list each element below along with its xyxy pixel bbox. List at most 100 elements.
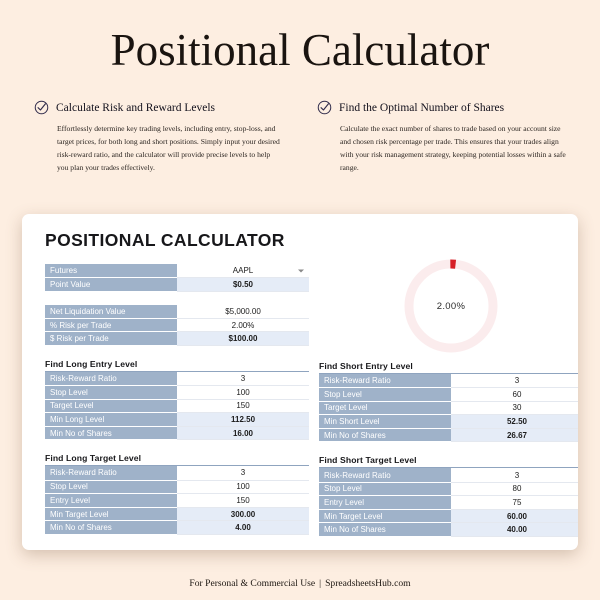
row-value-cell[interactable]: $5,000.00	[177, 304, 309, 319]
row-value-cell[interactable]: 52.50	[451, 414, 578, 429]
row-value: 75	[512, 497, 522, 507]
section-title: Find Short Target Level	[319, 455, 578, 469]
block-short-target: Find Short Target Level Risk-Reward Rati…	[319, 455, 578, 537]
table-row: $ Risk per Trade $100.00	[45, 331, 309, 346]
row-label: Target Level	[45, 399, 177, 414]
check-circle-icon	[317, 100, 332, 115]
row-value-cell[interactable]: 40.00	[451, 522, 578, 537]
table-row: Net Liquidation Value $5,000.00	[45, 304, 309, 319]
section-title: Find Short Entry Level	[319, 361, 578, 374]
row-value-cell[interactable]: 3	[451, 374, 578, 389]
long-entry-table: Risk-Reward Ratio 3 Stop Level 100 Target Le…	[45, 371, 309, 441]
sheet-column-left: Futures AAPL Point Value $0.50 Net Liquidat…	[45, 251, 309, 537]
feature-title: Calculate Risk and Reward Levels	[56, 101, 216, 114]
row-value: 150	[236, 401, 250, 411]
row-value-cell[interactable]: AAPL	[177, 264, 309, 279]
check-circle-icon	[34, 100, 49, 115]
table-row: Min Target Level 60.00	[319, 509, 578, 524]
row-value: 3	[240, 468, 246, 478]
row-value: 40.00	[506, 525, 528, 535]
row-label: Risk-Reward Ratio	[319, 374, 451, 389]
row-value-cell[interactable]: 150	[177, 399, 309, 414]
table-row: Point Value $0.50	[45, 277, 309, 292]
row-value-cell[interactable]: 3	[177, 371, 309, 387]
row-label: Min Long Level	[45, 412, 177, 427]
row-value: 80	[512, 484, 522, 494]
row-label: Min No of Shares	[319, 522, 451, 537]
row-value-cell[interactable]: 16.00	[177, 426, 309, 441]
section-title: Find Long Entry Level	[45, 359, 309, 372]
donut-svg	[404, 259, 498, 353]
table-row: Stop Level 100	[45, 480, 309, 495]
row-value-cell[interactable]: 4.00	[177, 520, 309, 535]
row-value: 4.00	[235, 523, 251, 533]
table-row: Futures AAPL	[45, 264, 309, 279]
table-row: Min Long Level 112.50	[45, 412, 309, 427]
row-label: % Risk per Trade	[45, 318, 177, 333]
row-value: $0.50	[232, 279, 254, 289]
table-row: Min Target Level 300.00	[45, 507, 309, 522]
row-label: Point Value	[45, 277, 177, 292]
table-row: Risk-Reward Ratio 3	[45, 466, 309, 481]
row-label: Stop Level	[319, 482, 451, 497]
table-row: Min No of Shares 4.00	[45, 520, 309, 535]
feature-item-share-count: Find the Optimal Number of Shares Calcul…	[317, 100, 566, 174]
row-value-cell[interactable]: 112.50	[177, 412, 309, 427]
donut-center-label: 2.00%	[436, 300, 466, 312]
table-row: Min No of Shares 26.67	[319, 428, 578, 443]
footer-site-link[interactable]: SpreadsheetsHub.com	[325, 578, 411, 589]
table-row: Target Level 150	[45, 399, 309, 414]
row-label: Stop Level	[45, 480, 177, 495]
row-value: 52.50	[506, 417, 528, 427]
row-label: Futures	[45, 264, 177, 279]
row-value-cell[interactable]: 60	[451, 387, 578, 402]
row-label: Min Target Level	[45, 507, 177, 522]
row-label: Risk-Reward Ratio	[45, 371, 177, 387]
page-title: Positional Calculator	[110, 25, 490, 75]
row-value-cell[interactable]: 2.00%	[177, 318, 309, 333]
row-value-cell[interactable]: 30	[451, 401, 578, 416]
long-target-table: Risk-Reward Ratio 3 Stop Level 100 Entry Lev…	[45, 466, 309, 535]
block-long-target: Find Long Target Level Risk-Reward Ratio…	[45, 453, 309, 535]
footer-separator: |	[319, 578, 322, 589]
row-value: 16.00	[232, 428, 254, 438]
row-label: Min No of Shares	[45, 426, 177, 441]
table-row: % Risk per Trade 2.00%	[45, 318, 309, 333]
row-value-cell[interactable]: 75	[451, 495, 578, 510]
feature-description: Effortlessly determine key trading level…	[57, 124, 280, 173]
row-label: $ Risk per Trade	[45, 331, 177, 346]
feature-title: Find the Optimal Number of Shares	[339, 101, 505, 114]
row-value: $100.00	[228, 334, 258, 344]
chevron-down-icon[interactable]	[298, 269, 304, 273]
row-value: 112.50	[230, 415, 256, 425]
row-value-cell[interactable]: 3	[451, 468, 578, 483]
table-row: Entry Level 75	[319, 495, 578, 510]
row-value-cell[interactable]: 80	[451, 482, 578, 497]
row-value-cell[interactable]: 100	[177, 385, 309, 400]
row-value-cell[interactable]: $0.50	[177, 277, 309, 292]
row-value: 3	[514, 470, 520, 480]
feature-heading: Find the Optimal Number of Shares	[317, 100, 566, 115]
row-value-cell[interactable]: $100.00	[177, 331, 309, 346]
feature-item-risk-reward: Calculate Risk and Reward Levels Effortl…	[34, 100, 283, 174]
row-value: 26.67	[506, 430, 528, 440]
table-row: Min No of Shares 16.00	[45, 426, 309, 441]
row-value-cell[interactable]: 3	[177, 466, 309, 481]
row-label: Stop Level	[45, 385, 177, 400]
instrument-table: Futures AAPL Point Value $0.50	[45, 264, 309, 292]
risk-donut-chart: 2.00%	[319, 251, 578, 361]
row-value-cell[interactable]: 60.00	[451, 509, 578, 524]
row-value: 2.00%	[231, 320, 255, 330]
row-value-cell[interactable]: 150	[177, 493, 309, 508]
table-row: Target Level 30	[319, 401, 578, 416]
row-value-cell[interactable]: 100	[177, 480, 309, 495]
row-value-cell[interactable]: 26.67	[451, 428, 578, 443]
row-value: 100	[236, 482, 250, 492]
feature-list: Calculate Risk and Reward Levels Effortl…	[0, 73, 600, 174]
section-title: Find Long Target Level	[45, 453, 309, 467]
feature-description: Calculate the exact number of shares to …	[340, 124, 566, 173]
row-value-cell[interactable]: 300.00	[177, 507, 309, 522]
row-label: Risk-Reward Ratio	[45, 466, 177, 481]
row-value: 30	[512, 403, 522, 413]
row-value: 300.00	[230, 509, 256, 519]
